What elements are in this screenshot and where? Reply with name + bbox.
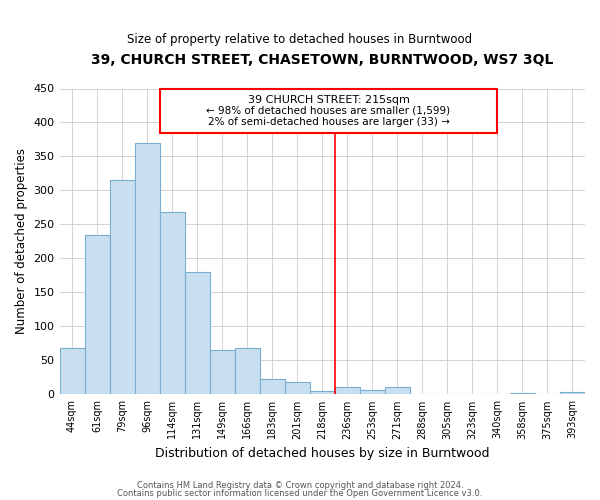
Bar xyxy=(310,391,335,394)
Bar xyxy=(110,180,134,394)
Text: Contains public sector information licensed under the Open Government Licence v3: Contains public sector information licen… xyxy=(118,488,482,498)
Text: 2% of semi-detached houses are larger (33) →: 2% of semi-detached houses are larger (3… xyxy=(208,116,449,126)
Bar xyxy=(59,348,85,395)
Text: ← 98% of detached houses are smaller (1,599): ← 98% of detached houses are smaller (1,… xyxy=(206,106,451,116)
Bar xyxy=(285,382,310,394)
Text: Size of property relative to detached houses in Burntwood: Size of property relative to detached ho… xyxy=(127,32,473,46)
Bar xyxy=(260,379,285,394)
Bar xyxy=(235,348,260,395)
Bar xyxy=(209,350,235,395)
Text: Contains HM Land Registry data © Crown copyright and database right 2024.: Contains HM Land Registry data © Crown c… xyxy=(137,481,463,490)
X-axis label: Distribution of detached houses by size in Burntwood: Distribution of detached houses by size … xyxy=(155,447,490,460)
Bar xyxy=(335,387,360,394)
Title: 39, CHURCH STREET, CHASETOWN, BURNTWOOD, WS7 3QL: 39, CHURCH STREET, CHASETOWN, BURNTWOOD,… xyxy=(91,52,553,66)
Bar xyxy=(134,143,160,395)
Bar xyxy=(360,390,385,394)
Bar xyxy=(385,387,410,394)
Text: 39 CHURCH STREET: 215sqm: 39 CHURCH STREET: 215sqm xyxy=(248,94,409,104)
Bar xyxy=(185,272,209,394)
Bar xyxy=(510,393,535,394)
Bar xyxy=(85,234,110,394)
Bar xyxy=(560,392,585,394)
Y-axis label: Number of detached properties: Number of detached properties xyxy=(15,148,28,334)
FancyBboxPatch shape xyxy=(160,88,497,132)
Bar xyxy=(160,212,185,394)
